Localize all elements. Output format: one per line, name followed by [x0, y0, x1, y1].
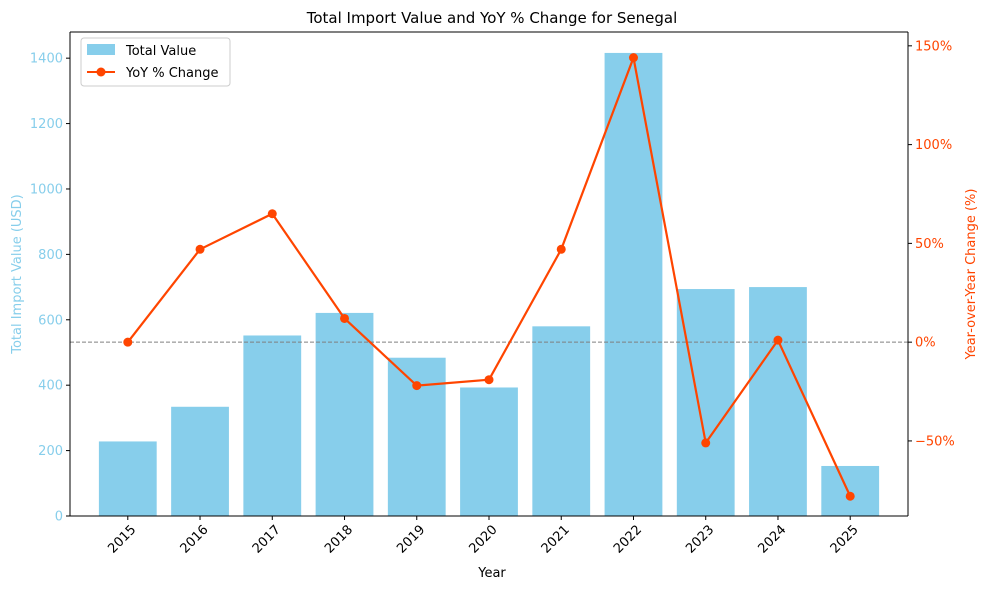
yoy-point-2019 — [412, 381, 422, 391]
yoy-point-2017 — [267, 209, 277, 219]
yoy-point-2020 — [484, 375, 494, 385]
yoy-point-2021 — [556, 244, 566, 254]
bar-2018 — [315, 312, 374, 516]
x-tick-label-2015: 2015 — [105, 523, 139, 557]
yoy-point-2015 — [123, 337, 133, 347]
legend: Total Value YoY % Change — [80, 37, 231, 87]
y-axis-left-label: Total Import Value (USD) — [10, 194, 25, 355]
legend-swatch-yoy-marker — [96, 67, 106, 77]
yoy-point-2022 — [628, 53, 638, 63]
y-left-tick-label-1200: 1200 — [30, 117, 63, 132]
legend-label-total-value: Total Value — [125, 44, 196, 59]
y-right-tick-label-100: 100% — [915, 138, 952, 153]
y-right-tick-label--50: −50% — [915, 434, 955, 449]
x-tick-label-2023: 2023 — [683, 523, 717, 557]
y-left-tick-label-0: 0 — [55, 510, 63, 525]
x-axis-ticks: 2015 2016 2017 2018 2019 2020 2021 2022 2023 2024… — [105, 516, 862, 557]
y-left-tick-label-1400: 1400 — [30, 52, 63, 67]
bar-2025 — [821, 465, 880, 516]
yoy-point-2023 — [701, 438, 711, 448]
yoy-point-2024 — [773, 335, 783, 345]
x-tick-label-2017: 2017 — [250, 523, 284, 557]
chart-title: Total Import Value and YoY % Change for … — [306, 9, 678, 27]
y-axis-right-ticks: −50% 0% 50% 100% 150% — [908, 39, 955, 449]
yoy-point-2016 — [195, 244, 205, 254]
legend-frame — [80, 37, 231, 87]
x-tick-label-2022: 2022 — [611, 523, 645, 557]
y-left-tick-label-600: 600 — [38, 313, 63, 328]
y-right-tick-label-0: 0% — [915, 336, 936, 351]
bar-2015 — [98, 441, 157, 516]
bar-2024 — [749, 287, 807, 516]
bar-2022 — [604, 52, 663, 517]
legend-swatch-total-value — [87, 44, 115, 55]
bar-2017 — [243, 335, 302, 516]
y-left-tick-label-200: 200 — [38, 444, 63, 459]
y-left-tick-label-800: 800 — [38, 248, 63, 263]
y-left-tick-label-400: 400 — [38, 379, 63, 394]
bar-2023 — [676, 289, 735, 516]
x-tick-label-2021: 2021 — [539, 523, 573, 557]
x-tick-label-2019: 2019 — [394, 523, 428, 557]
yoy-line-series — [123, 53, 855, 501]
y-axis-right-label: Year-over-Year Change (%) — [964, 189, 979, 361]
bar-series — [98, 52, 880, 517]
x-tick-label-2016: 2016 — [178, 523, 212, 557]
x-tick-label-2025: 2025 — [828, 523, 862, 557]
x-tick-label-2018: 2018 — [322, 523, 356, 557]
y-left-tick-label-1000: 1000 — [30, 182, 63, 197]
y-right-tick-label-150: 150% — [915, 39, 952, 54]
bar-2020 — [460, 387, 518, 516]
x-tick-label-2020: 2020 — [467, 523, 501, 557]
x-tick-label-2024: 2024 — [755, 523, 789, 557]
y-right-tick-label-50: 50% — [915, 237, 944, 252]
yoy-point-2025 — [845, 491, 855, 501]
y-axis-left-ticks: 0 200 400 600 800 1000 1200 1400 — [30, 52, 70, 525]
bar-2016 — [171, 406, 229, 516]
x-axis-label: Year — [477, 566, 506, 581]
bar-2021 — [532, 326, 591, 516]
yoy-point-2018 — [340, 313, 350, 323]
legend-label-yoy-change: YoY % Change — [125, 66, 219, 81]
